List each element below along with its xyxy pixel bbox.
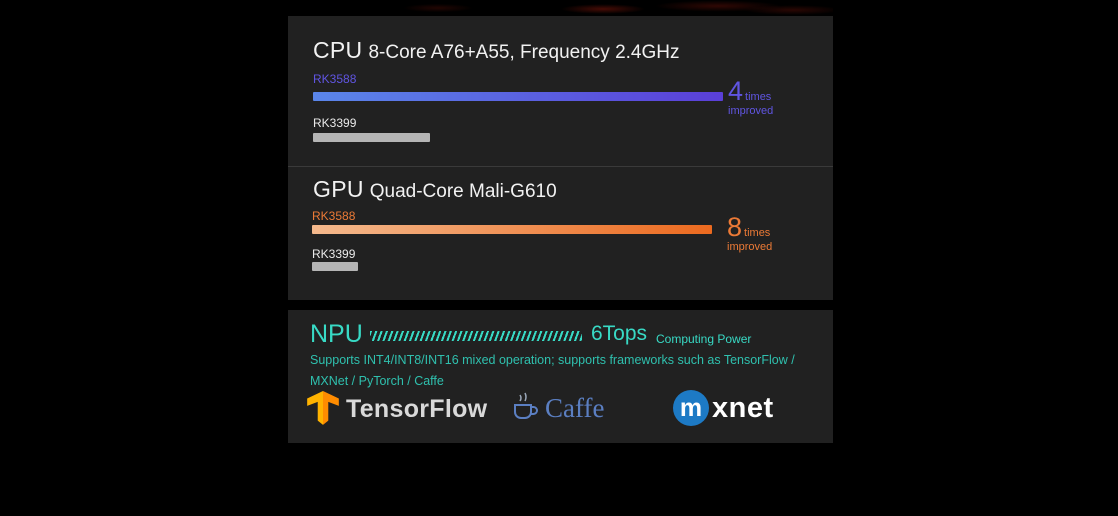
npu-description-line1: Supports INT4/INT8/INT16 mixed operation… bbox=[310, 353, 795, 367]
cpu-improvement-annotation: 4 times improved bbox=[728, 76, 774, 118]
mxnet-wordmark: xnet bbox=[712, 391, 774, 424]
gpu-rk3588-label: RK3588 bbox=[312, 209, 356, 223]
cpu-section-title: CPU 8-Core A76+A55, Frequency 2.4GHz bbox=[313, 38, 680, 66]
cpu-rk3588-label: RK3588 bbox=[313, 72, 357, 86]
gpu-improved-label: improved bbox=[727, 241, 773, 254]
npu-capacity-bar bbox=[370, 331, 582, 341]
gpu-improvement-annotation: 8 times improved bbox=[727, 212, 773, 254]
npu-label: NPU bbox=[310, 320, 363, 348]
cpu-rk3588-bar bbox=[313, 92, 723, 101]
gpu-rk3399-bar bbox=[312, 262, 358, 271]
tensorflow-logo: TensorFlow bbox=[306, 390, 487, 428]
gpu-times-label: times bbox=[744, 227, 771, 240]
gpu-multiplier-value: 8 bbox=[727, 212, 743, 242]
cpu-improved-label: improved bbox=[728, 105, 774, 118]
coffee-cup-icon bbox=[514, 392, 538, 419]
gpu-rk3588-bar bbox=[312, 225, 712, 234]
gpu-label: GPU bbox=[313, 176, 364, 202]
npu-computing-power-label: Computing Power bbox=[656, 332, 752, 346]
cpu-multiplier-line: 4 times bbox=[728, 76, 773, 106]
tensorflow-icon bbox=[307, 391, 339, 425]
npu-tops-value: 6Tops bbox=[591, 322, 648, 345]
cpu-rk3399-label: RK3399 bbox=[313, 116, 357, 130]
caffe-wordmark: Caffe bbox=[545, 392, 605, 423]
tensorflow-wordmark: TensorFlow bbox=[346, 394, 488, 423]
mxnet-icon-letter: m bbox=[679, 393, 703, 422]
gpu-section-title: GPU Quad-Core Mali-G610 bbox=[313, 177, 557, 205]
gpu-multiplier-line: 8 times bbox=[727, 212, 772, 242]
gpu-rk3399-label: RK3399 bbox=[312, 247, 356, 261]
cpu-multiplier-value: 4 bbox=[728, 76, 744, 106]
background-texture bbox=[288, 0, 833, 16]
cpu-spec-text: 8-Core A76+A55, Frequency 2.4GHz bbox=[368, 42, 680, 63]
cpu-times-label: times bbox=[745, 91, 772, 104]
npu-description-line2: MXNet / PyTorch / Caffe bbox=[310, 374, 444, 388]
cpu-label: CPU bbox=[313, 37, 363, 63]
section-divider bbox=[288, 166, 833, 167]
cpu-rk3399-bar bbox=[313, 133, 430, 142]
gpu-spec-text: Quad-Core Mali-G610 bbox=[369, 181, 557, 202]
caffe-logo: Caffe bbox=[510, 390, 604, 426]
cpu-gpu-panel: CPU 8-Core A76+A55, Frequency 2.4GHz RK35… bbox=[288, 16, 833, 300]
mxnet-logo: m xnet bbox=[673, 390, 774, 426]
npu-panel: NPU 6Tops Computing Power Supports INT4/… bbox=[288, 310, 833, 443]
mxnet-icon: m bbox=[673, 390, 709, 426]
